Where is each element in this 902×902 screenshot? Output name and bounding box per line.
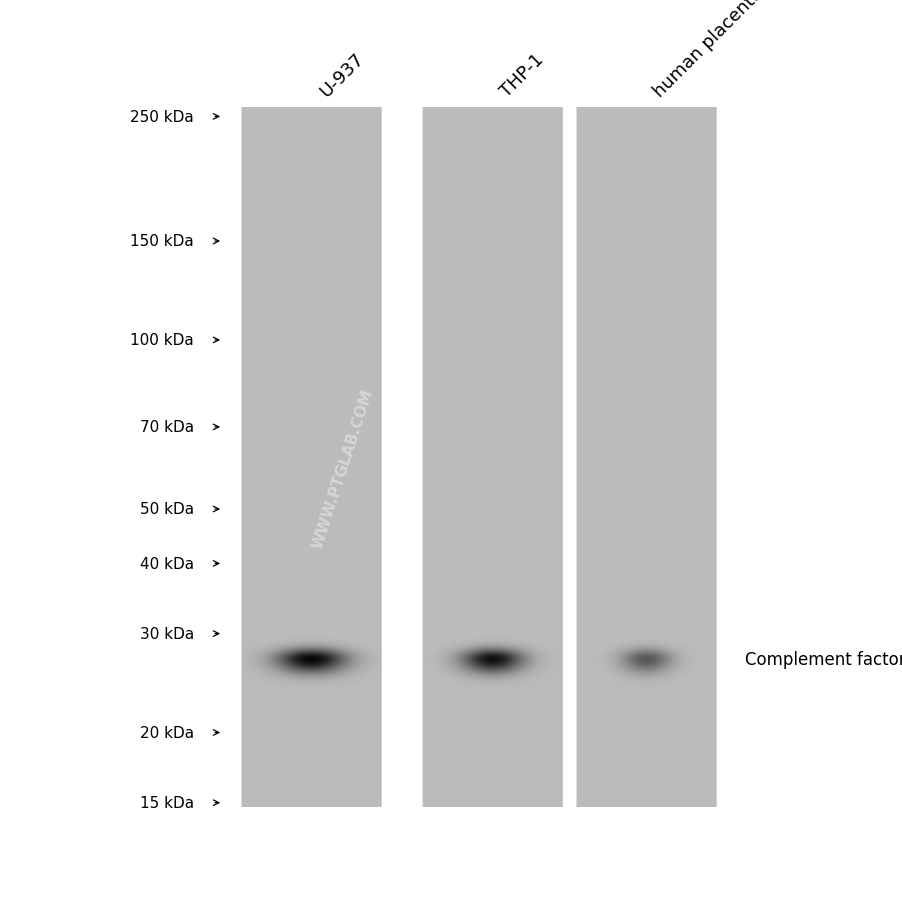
Text: 250 kDa: 250 kDa: [130, 110, 194, 124]
Text: 30 kDa: 30 kDa: [140, 626, 194, 641]
Text: 40 kDa: 40 kDa: [140, 557, 194, 571]
Bar: [575, 108, 715, 807]
Text: 15 kDa: 15 kDa: [140, 796, 194, 810]
Text: 70 kDa: 70 kDa: [140, 420, 194, 435]
Text: 50 kDa: 50 kDa: [140, 502, 194, 517]
Text: human placenta: human placenta: [649, 0, 766, 101]
Bar: [422, 108, 561, 807]
Text: U-937: U-937: [316, 50, 367, 101]
Bar: [241, 108, 381, 807]
Text: Complement factor D: Complement factor D: [744, 650, 902, 668]
Text: 150 kDa: 150 kDa: [130, 235, 194, 249]
Text: 100 kDa: 100 kDa: [130, 333, 194, 348]
Text: 20 kDa: 20 kDa: [140, 725, 194, 741]
Text: WWW.PTGLAB.COM: WWW.PTGLAB.COM: [310, 387, 375, 551]
Text: THP-1: THP-1: [496, 51, 547, 101]
